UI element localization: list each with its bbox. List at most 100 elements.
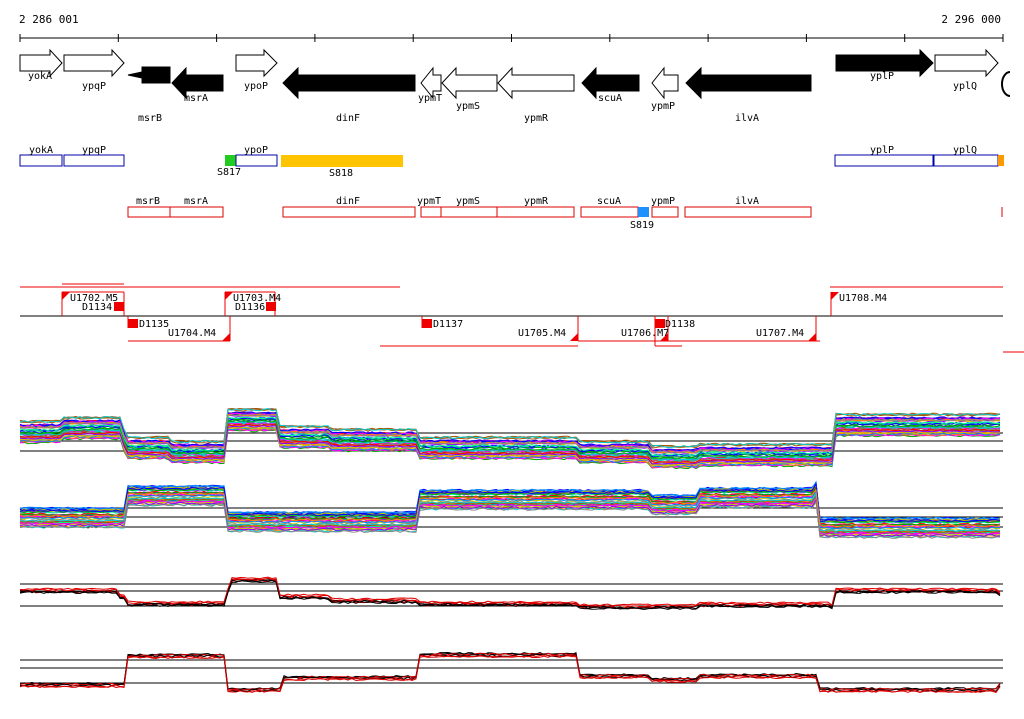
minus-strand-box-track: msrB msrA dinF ypmT ypmS ypmR scuA S819 … — [127, 196, 1003, 231]
feature-S819-label: S819 — [630, 220, 654, 231]
gene-ypmR[interactable]: ypmR — [497, 66, 575, 124]
expression-profile-line — [19, 652, 1001, 691]
gene-arrow — [651, 66, 679, 100]
gene-arrow — [420, 66, 442, 100]
breakpoint-D1135-marker[interactable] — [128, 319, 138, 328]
gene-ypqP[interactable]: ypqP — [63, 48, 125, 92]
feature-S818-label: S818 — [329, 168, 353, 179]
gene-arrow — [497, 66, 575, 100]
minus-box-dinF[interactable] — [282, 206, 416, 218]
gene-arrow — [282, 66, 416, 100]
minus-box-label: ilvA — [735, 196, 759, 207]
gene-yplQ[interactable]: yplQ — [934, 48, 999, 92]
expression-profile-line — [19, 426, 1001, 467]
minus-box-ypmP[interactable] — [651, 206, 679, 218]
expression-profile-line — [19, 577, 1001, 608]
minus-box-ypmS[interactable] — [440, 206, 498, 218]
segment-label-U1702.M5: U1702.M5 — [70, 293, 118, 304]
expression-profile-line — [19, 411, 1001, 452]
gene-yokA[interactable]: yokA — [19, 48, 63, 82]
ruler-start-label: 2 286 001 — [19, 13, 79, 26]
gene-label: ypqP — [82, 81, 106, 92]
expression-profile-line — [19, 654, 1001, 693]
segment-label-D1135: D1135 — [139, 319, 169, 330]
expression-profile-line — [19, 420, 1001, 461]
minus-box-label: msrB — [136, 196, 160, 207]
gene-label: scuA — [598, 93, 622, 104]
segment-track: U1702.M5 D1134 U1703.M4 D1136 U1708.M4 D… — [20, 283, 1024, 353]
plus-box-yplQ[interactable] — [933, 154, 999, 167]
ruler-end-label: 2 296 000 — [941, 13, 1001, 26]
breakpoint-D1138-marker[interactable] — [655, 319, 665, 328]
gene-label: ilvA — [735, 113, 759, 124]
minus-box-label: dinF — [336, 196, 360, 207]
gene-label: yplP — [870, 71, 894, 82]
expression-track-1 — [19, 407, 1003, 470]
gene-arrow — [685, 66, 812, 100]
expression-profile-line — [19, 576, 1001, 607]
segment-label-U1703.M4: U1703.M4 — [233, 293, 281, 304]
breakpoint-D1134-marker[interactable] — [114, 302, 124, 311]
gene-arrow — [127, 66, 171, 84]
plus-box-yokA[interactable] — [19, 154, 63, 167]
minus-box-ypmR[interactable] — [496, 206, 575, 218]
minus-box-scuA[interactable] — [580, 206, 639, 218]
expression-profile-line — [19, 425, 1001, 465]
expression-profile-line — [19, 485, 1001, 524]
minus-box-msrB[interactable] — [127, 206, 171, 218]
gene-label: dinF — [336, 113, 360, 124]
gene-msrA[interactable]: msrA — [171, 66, 224, 104]
expression-track-4 — [19, 651, 1003, 694]
expression-profile-line — [19, 482, 1001, 523]
gene-label: ypmP — [651, 101, 675, 112]
minus-box-label: msrA — [184, 196, 208, 207]
gene-scuA[interactable]: scuA — [581, 66, 640, 104]
gene-ypmT[interactable]: ypmT — [418, 66, 442, 104]
next-gene-edge — [1001, 71, 1011, 97]
expression-profile-line — [19, 416, 1001, 457]
expression-profile-line — [19, 498, 1001, 537]
minus-box-label: ypmR — [524, 196, 549, 207]
segment-label-D1137: D1137 — [433, 319, 463, 330]
expression-profiles — [19, 407, 1001, 470]
expression-profile-line — [19, 493, 1001, 532]
gene-ypmS[interactable]: ypmS — [441, 66, 498, 112]
gene-yplP[interactable]: yplP — [835, 48, 934, 82]
segment-label-U1706.M7: U1706.M7 — [621, 328, 669, 339]
plus-box-ypqP[interactable] — [63, 154, 125, 167]
gene-ypoP[interactable]: ypoP — [235, 48, 278, 92]
breakpoint-D1137-marker[interactable] — [422, 319, 432, 328]
expression-track-3 — [19, 576, 1003, 611]
feature-S819-block[interactable] — [638, 207, 649, 217]
expression-profile-line — [19, 580, 1001, 611]
feature-S818-block[interactable] — [281, 155, 403, 167]
segment-label-D1136: D1136 — [235, 302, 265, 313]
plus-box-ypoP[interactable] — [235, 154, 278, 167]
gene-label: ypmT — [418, 93, 442, 104]
plus-box-label: yplQ — [953, 145, 977, 156]
gene-dinF[interactable]: dinF — [282, 66, 416, 124]
minus-box-ypmT[interactable] — [420, 206, 442, 218]
breakpoint-D1136-marker[interactable] — [266, 302, 276, 311]
gene-ilvA[interactable]: ilvA — [685, 66, 812, 124]
gene-label: ypmS — [456, 101, 480, 112]
expression-profile-line — [19, 579, 1001, 610]
plus-strand-box-track: yokA ypqP S817 ypoP S818 yplP yplQ — [19, 145, 1004, 179]
feature-S817-block[interactable] — [225, 155, 236, 166]
expression-profile-line — [19, 419, 1001, 460]
minus-box-ilvA[interactable] — [684, 206, 812, 218]
segment-start-flag — [225, 292, 233, 300]
plus-box-yplP[interactable] — [834, 154, 934, 167]
plus-box-label: yplP — [870, 145, 894, 156]
gene-msrB[interactable]: msrB — [127, 66, 171, 124]
aggregate-profiles — [19, 576, 1001, 611]
minus-box-msrA[interactable] — [169, 206, 224, 218]
aggregate-profiles — [19, 651, 1001, 694]
ruler-ticks — [19, 34, 1004, 42]
gene-arrow-track: yokA ypqP msrB msrA ypoP dinF ypmT ypmS — [19, 48, 1011, 124]
plus-box-label: yokA — [29, 145, 53, 156]
minus-box-label: ypmS — [456, 196, 480, 207]
minus-box-label: scuA — [597, 196, 621, 207]
gene-ypmP[interactable]: ypmP — [651, 66, 679, 112]
